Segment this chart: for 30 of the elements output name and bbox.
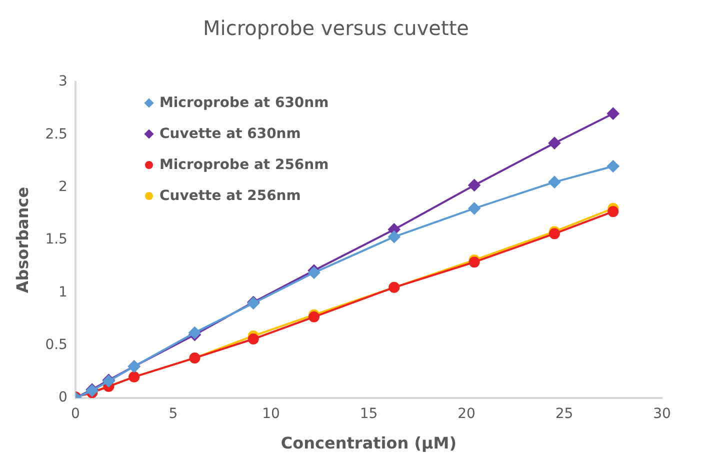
y-tick-label: 0 [58,390,68,406]
legend-label: Microprobe at 630nm [159,94,329,110]
y-tick-label: 2 [58,178,68,195]
x-tick-label: 30 [653,406,671,422]
point [468,202,480,214]
x-tick-label: 25 [555,406,574,422]
point [248,334,259,345]
point [388,230,400,243]
legend-label: Cuvette at 630nm [159,126,301,142]
y-tick-label: 3 [58,74,68,90]
x-tick-label: 15 [360,406,378,422]
point [607,160,620,172]
y-tick-label: 1.5 [45,232,68,248]
point [607,108,620,120]
y-tick-label: 0.5 [45,336,68,353]
chart-title: Microprobe versus cuvette [203,16,469,40]
legend-label: Microprobe at 256nm [159,156,329,172]
point [548,137,560,150]
y-tick-label: 2.5 [45,126,68,142]
y-axis-title: Absorbance [12,186,32,294]
legend-label: Cuvette at 256nm [159,188,301,204]
x-tick-label: 10 [262,406,280,422]
x-tick-label: 5 [168,406,178,422]
x-tick-label: 0 [71,406,80,422]
point [468,179,480,192]
x-tick-label: 20 [458,406,476,422]
x-axis-title: Concentration (µM) [280,434,457,453]
y-tick-label: 1 [58,284,68,300]
point [548,176,560,188]
point [608,206,619,218]
